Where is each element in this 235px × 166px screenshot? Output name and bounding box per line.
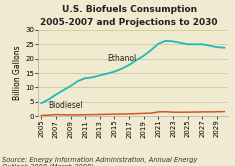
Text: 2005-2007 and Projections to 2030: 2005-2007 and Projections to 2030 [40,18,218,27]
Text: Outlook 2008 (March 2008).: Outlook 2008 (March 2008). [2,163,96,166]
Text: Source: Energy Information Administration, Annual Energy: Source: Energy Information Administratio… [2,157,198,163]
Text: Biodiesel: Biodiesel [49,101,83,110]
Text: Ethanol: Ethanol [107,54,136,63]
Text: U.S. Biofuels Consumption: U.S. Biofuels Consumption [62,5,197,14]
Y-axis label: Billion Gallons: Billion Gallons [13,46,22,100]
